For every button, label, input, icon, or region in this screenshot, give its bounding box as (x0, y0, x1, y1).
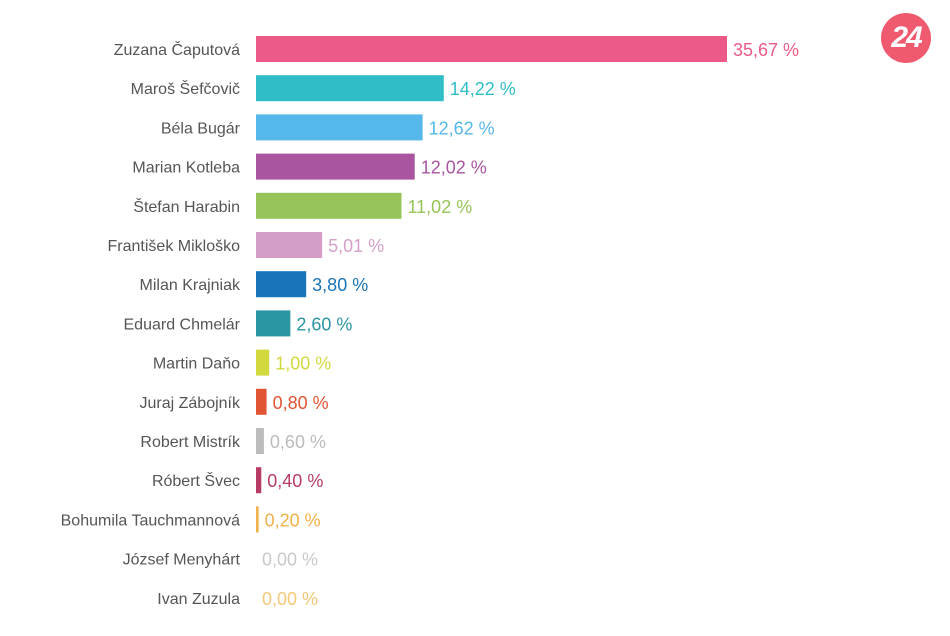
value-label: 0,00 % (262, 589, 318, 609)
result-bar (256, 506, 259, 533)
candidate-label: František Mikloško (108, 238, 241, 255)
value-label: 0,80 % (273, 393, 329, 413)
result-bar (256, 153, 415, 180)
candidate-label: József Menyhárt (123, 552, 241, 569)
result-bar (256, 36, 727, 62)
result-bar (256, 310, 291, 337)
value-label: 0,40 % (267, 471, 323, 491)
result-bar (256, 192, 402, 219)
value-label: 0,20 % (265, 510, 321, 530)
result-bar (256, 428, 264, 454)
candidate-label: Béla Bugár (161, 120, 241, 137)
value-label: 35,67 % (733, 40, 799, 60)
value-label: 12,02 % (421, 158, 487, 178)
candidate-label: Eduard Chmelár (124, 316, 241, 333)
candidate-label: Juraj Zábojník (140, 395, 241, 412)
result-bar (256, 114, 423, 141)
candidate-label: Robert Mistrík (140, 434, 241, 451)
value-label: 5,01 % (328, 236, 384, 256)
result-bar (256, 271, 307, 298)
candidate-label: Róbert Švec (152, 471, 240, 490)
result-bar (256, 75, 444, 102)
candidate-label: Ivan Zuzula (157, 591, 240, 608)
candidate-label: Zuzana Čaputová (114, 40, 240, 59)
candidate-label: Milan Krajniak (140, 277, 241, 294)
value-label: 0,00 % (262, 550, 318, 570)
value-label: 1,00 % (275, 354, 331, 374)
result-bar (256, 349, 270, 376)
site-logo: 24 (881, 13, 931, 63)
value-label: 14,22 % (450, 79, 516, 99)
candidate-label: Štefan Harabin (133, 197, 240, 216)
value-label: 11,02 % (408, 197, 473, 217)
value-label: 3,80 % (312, 275, 368, 295)
value-label: 12,62 % (429, 118, 495, 138)
result-bar (256, 467, 262, 494)
candidate-label: Maroš Šefčovič (131, 79, 240, 98)
candidate-label: Bohumila Tauchmannová (61, 512, 240, 529)
result-bar (256, 388, 267, 415)
candidate-label: Marian Kotleba (132, 160, 240, 177)
value-label: 0,60 % (270, 432, 326, 452)
candidate-label: Martin Daňo (153, 356, 240, 373)
value-label: 2,60 % (296, 314, 352, 334)
result-bar (256, 232, 323, 258)
